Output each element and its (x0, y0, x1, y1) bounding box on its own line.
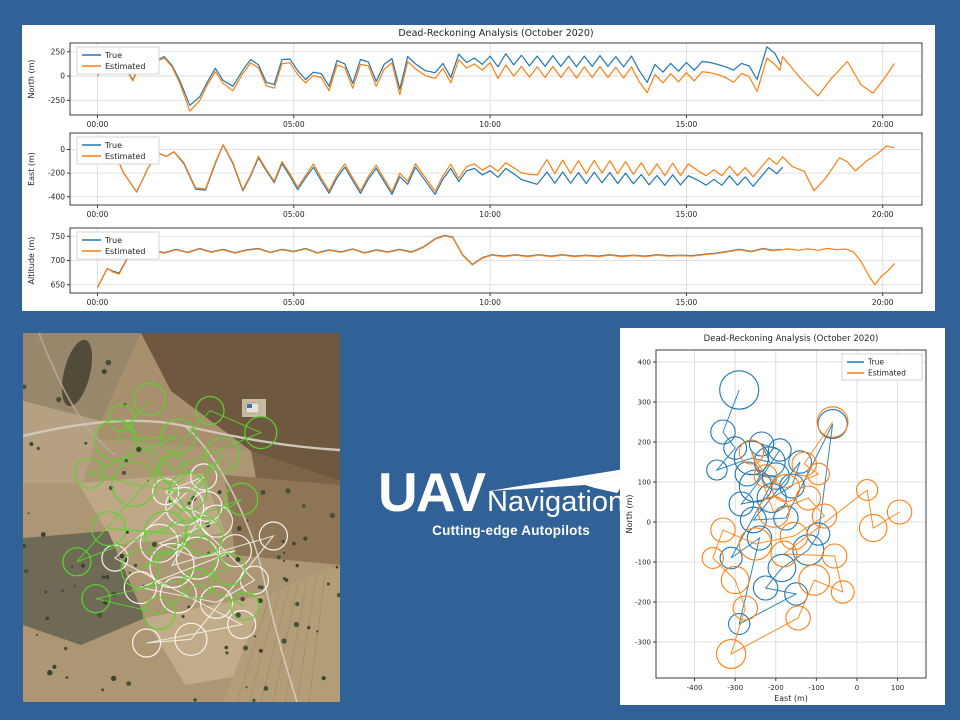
svg-text:00:00: 00:00 (87, 210, 109, 219)
subplot-2: 750 700 650 00:00 05:00 10:00 15:00 20:00 Altitu… (27, 227, 923, 307)
trajectory-estimated (701, 406, 913, 669)
flight-path-overlay (62, 382, 288, 658)
svg-text:100: 100 (891, 684, 904, 692)
svg-text:0: 0 (60, 145, 65, 154)
subplot-0: 250 0 -250 00:00 05:00 10:00 15:00 20:00 North (… (27, 42, 923, 129)
svg-text:-200: -200 (48, 169, 65, 178)
svg-text:650: 650 (51, 280, 66, 289)
road (184, 425, 298, 703)
building-roof (247, 404, 252, 408)
subplot-1: 0 -200 -400 00:00 05:00 10:00 15:00 20:00 East (… (27, 132, 923, 219)
svg-text:0: 0 (60, 72, 65, 81)
uav-navigation-logo: UAV Navigation Cutting-edge Autopilots (378, 461, 638, 538)
svg-text:North (m): North (m) (27, 60, 36, 99)
chart-title: Dead-Reckoning Analysis (October 2020) (398, 28, 593, 39)
svg-text:00:00: 00:00 (87, 298, 109, 307)
paper-plane-icon (489, 467, 638, 493)
svg-text:-200: -200 (768, 684, 784, 692)
svg-text:05:00: 05:00 (283, 298, 305, 307)
satellite-map (21, 332, 342, 703)
svg-text:Estimated: Estimated (105, 62, 145, 71)
svg-text:300: 300 (638, 398, 651, 406)
legend: True Estimated (76, 231, 160, 260)
svg-text:Altitude (m): Altitude (m) (27, 237, 36, 285)
scrub-patch (23, 531, 145, 645)
series-true (108, 137, 784, 195)
svg-text:700: 700 (51, 256, 66, 265)
series-true (97, 46, 782, 106)
svg-text:20:00: 20:00 (872, 120, 894, 129)
logo-uav-text: UAV (378, 461, 486, 523)
svg-text:North (m): North (m) (625, 495, 634, 534)
series-estimated (108, 137, 895, 193)
series-estimated (97, 50, 895, 112)
svg-text:-300: -300 (727, 684, 743, 692)
svg-text:Estimated: Estimated (868, 369, 906, 378)
field-patch (23, 401, 101, 483)
timeseries-figure: Dead-Reckoning Analysis (October 2020) 25… (22, 25, 935, 311)
plowed-field (141, 333, 340, 481)
road (38, 332, 116, 456)
svg-text:200: 200 (638, 438, 651, 446)
field-patch (225, 475, 340, 565)
legend: True Estimated (76, 46, 160, 75)
timeseries-chart: Dead-Reckoning Analysis (October 2020) 25… (27, 28, 923, 307)
svg-text:East (m): East (m) (774, 694, 808, 703)
logo-navigation-text: Navigation (487, 486, 625, 518)
building (245, 402, 260, 414)
svg-text:0: 0 (647, 518, 651, 526)
svg-text:True: True (104, 141, 122, 150)
logo-wordmark: UAV Navigation (378, 461, 638, 523)
logo-tagline: Cutting-edge Autopilots (432, 523, 590, 538)
svg-text:-400: -400 (48, 192, 65, 201)
legend: True Estimated (841, 353, 923, 381)
svg-text:15:00: 15:00 (676, 120, 698, 129)
svg-text:Estimated: Estimated (105, 152, 145, 161)
trajectory-figure: Dead-Reckoning Analysis (October 2020) -4… (620, 328, 945, 705)
svg-text:100: 100 (638, 478, 651, 486)
svg-text:True: True (104, 236, 122, 245)
svg-text:-250: -250 (48, 96, 65, 105)
svg-text:400: 400 (638, 358, 651, 366)
satellite-image (21, 332, 342, 703)
svg-text:-200: -200 (635, 598, 651, 606)
svg-text:0: 0 (855, 684, 859, 692)
plow-lines (236, 573, 326, 703)
svg-text:10:00: 10:00 (479, 210, 501, 219)
field-patch (223, 565, 340, 702)
dark-grove (61, 339, 93, 407)
svg-text:05:00: 05:00 (283, 120, 305, 129)
svg-text:-300: -300 (635, 638, 651, 646)
series-true (96, 234, 781, 288)
svg-text:East (m): East (m) (27, 152, 36, 186)
series-estimated (96, 235, 895, 288)
svg-text:Estimated: Estimated (105, 247, 145, 256)
svg-text:250: 250 (51, 47, 66, 56)
flight-loops-white (101, 463, 288, 658)
svg-text:10:00: 10:00 (479, 298, 501, 307)
svg-text:05:00: 05:00 (283, 210, 305, 219)
svg-text:750: 750 (51, 232, 66, 241)
svg-text:10:00: 10:00 (479, 120, 501, 129)
svg-text:15:00: 15:00 (676, 210, 698, 219)
svg-text:-400: -400 (687, 684, 703, 692)
chart-title: Dead-Reckoning Analysis (October 2020) (704, 334, 879, 344)
svg-text:20:00: 20:00 (872, 210, 894, 219)
svg-text:True: True (104, 51, 122, 60)
svg-text:True: True (867, 358, 884, 367)
svg-text:-100: -100 (635, 558, 651, 566)
svg-text:-100: -100 (808, 684, 824, 692)
flight-loops-green (62, 382, 278, 630)
svg-text:20:00: 20:00 (872, 298, 894, 307)
trajectory-chart: Dead-Reckoning Analysis (October 2020) -4… (625, 334, 927, 703)
legend: True Estimated (76, 136, 160, 165)
trajectory-true (706, 370, 848, 635)
plot-area: -400 -300 -200 -100 0 100 400 300 200 100 0 -100 -20… (635, 349, 927, 692)
svg-text:15:00: 15:00 (676, 298, 698, 307)
svg-text:00:00: 00:00 (87, 120, 109, 129)
